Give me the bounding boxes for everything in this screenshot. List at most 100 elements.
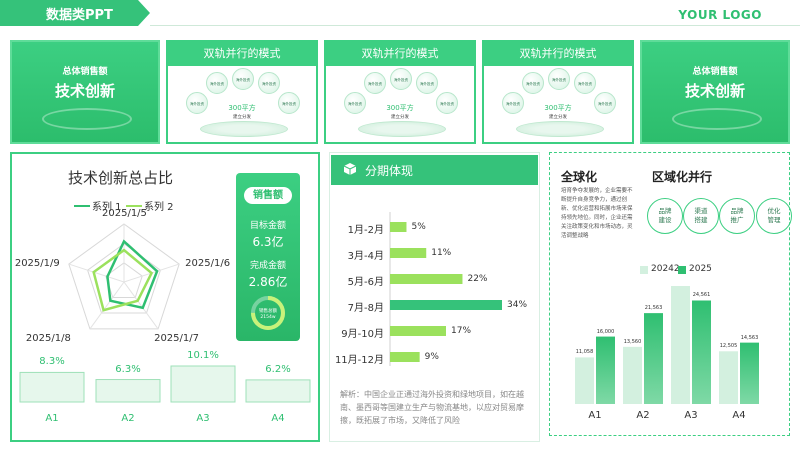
- mode-card-title: 双轨并行的模式: [484, 42, 632, 66]
- mode-bubble: 海外投资: [232, 68, 254, 90]
- legend-label-2025: 2025: [689, 264, 712, 274]
- feature-circle-label: 品牌 推广: [730, 207, 744, 224]
- mode-bubble: 海外投资: [364, 72, 386, 94]
- mode-bubble: 海外投资: [186, 92, 208, 114]
- radar-axis-label: 2025/1/6: [185, 258, 231, 270]
- percent-bar-category: A2: [121, 413, 135, 424]
- mode-center-sub: 建立分发: [549, 115, 567, 120]
- vbar-value: 13,560: [623, 338, 642, 345]
- mode-card: 双轨并行的模式 海外投资 海外投资 海外投资 海外投资 海外投资 300平方 建立分发: [324, 40, 476, 144]
- vbar-value: 16,000: [596, 328, 615, 335]
- left-panel-title: 技术创新总占比: [68, 169, 174, 187]
- summary-card-main: 技术创新: [54, 82, 115, 100]
- vbar-category: A2: [636, 410, 650, 421]
- hbar-value: 17%: [451, 326, 472, 336]
- mode-bubble: 海外投资: [258, 72, 280, 94]
- feature-circle: 品牌 建设: [647, 198, 683, 234]
- feature-circle: 渠道 搭建: [683, 198, 719, 234]
- hbar-value: 22%: [467, 274, 488, 284]
- done-value: 2.86亿: [248, 275, 288, 289]
- percent-bar: [170, 365, 236, 403]
- mode-bubble: 海外投资: [436, 92, 458, 114]
- right-title-right: 区域化并行: [652, 170, 713, 184]
- mode-bubble: 海外投资: [344, 92, 366, 114]
- vbar-20242: [623, 346, 642, 404]
- ring-value: 2154w: [260, 315, 276, 320]
- legend-swatch-series2: [126, 205, 142, 207]
- percent-bar-category: A3: [196, 413, 210, 424]
- summary-card-right: 总体销售额 技术创新: [640, 40, 790, 144]
- decor-ring: [672, 108, 762, 130]
- hbar-value: 34%: [507, 300, 528, 310]
- vbar-value: 24,561: [692, 292, 711, 299]
- legend-label-20242: 20242: [651, 264, 680, 274]
- right-paragraph: 培育争夺发展的，企业需要不断提升自身竞争力，通过创新、优化运营和拓展市场来保持领…: [561, 188, 633, 239]
- ring-fill: [251, 296, 285, 330]
- mode-bubble: 海外投资: [416, 72, 438, 94]
- percent-bar-category: A4: [271, 413, 285, 424]
- hbar: [390, 300, 502, 310]
- hbar-category: 1月-2月: [347, 225, 384, 236]
- hbar: [390, 352, 420, 362]
- mode-center-sub: 建立分发: [233, 115, 251, 120]
- hbar-category: 5月-6月: [347, 277, 384, 288]
- header-banner: [0, 0, 150, 26]
- summary-card-left: 总体销售额 技术创新: [10, 40, 160, 144]
- box-icon: [343, 163, 357, 175]
- radar-spoke: [123, 281, 159, 330]
- summary-card-sub: 总体销售额: [692, 67, 738, 77]
- vbar-value: 21,563: [644, 305, 663, 312]
- feature-circle: 品牌 推广: [719, 198, 755, 234]
- progress-ring: [251, 296, 285, 330]
- radar-series-2: [92, 248, 154, 312]
- mode-bubble: 海外投资: [390, 68, 412, 90]
- feature-circle-label: 优化 管理: [767, 207, 781, 224]
- header-divider: [150, 25, 800, 26]
- vbar-category: A1: [588, 410, 602, 421]
- radar-axis-label: 2025/1/9: [14, 258, 60, 270]
- ring-label: 销售总额: [259, 309, 277, 314]
- hbar: [390, 274, 463, 284]
- mode-bubble: 海外投资: [574, 72, 596, 94]
- analysis-text: 解析：中国企业正通过海外投资和绿地项目，如在越南、墨西哥等国建立生产与物流基地，…: [340, 390, 524, 425]
- hbar: [390, 222, 407, 232]
- vbar-value: 12,505: [719, 343, 738, 350]
- logo: YOUR LOGO: [678, 8, 762, 22]
- legend-swatch-2025: [678, 266, 686, 274]
- hbar-category: 9月-10月: [341, 329, 384, 340]
- vbar-2025: [740, 342, 759, 404]
- legend-swatch-20242: [640, 266, 648, 274]
- vbar-value: 11,058: [575, 349, 594, 356]
- mode-card: 双轨并行的模式 海外投资 海外投资 海外投资 海外投资 海外投资 300平方 建立分发: [166, 40, 318, 144]
- legend-label-series1: 系列 1: [92, 202, 122, 213]
- radar-spoke: [89, 281, 125, 330]
- radar-spoke: [68, 263, 125, 283]
- percent-bar-value: 6.2%: [265, 363, 291, 375]
- percent-bar: [245, 379, 311, 403]
- mode-card: 双轨并行的模式 海外投资 海外投资 海外投资 海外投资 海外投资 300平方 建立分发: [482, 40, 634, 144]
- hbar-category: 3月-4月: [347, 251, 384, 262]
- right-title-left: 全球化: [561, 170, 598, 184]
- mode-card-title: 双轨并行的模式: [326, 42, 474, 66]
- vbar-2025: [596, 336, 615, 404]
- middle-panel-title: 分期体现: [365, 164, 414, 178]
- vbar-2025: [692, 300, 711, 404]
- percent-bar-category: A1: [45, 413, 59, 424]
- mode-plate: [358, 121, 446, 137]
- percent-bar: [19, 371, 85, 403]
- vbar-category: A4: [732, 410, 746, 421]
- mode-center-text: 300平方: [386, 104, 414, 112]
- vbar-20242: [671, 286, 690, 404]
- legend-swatch-series1: [74, 205, 90, 207]
- target-label: 目标金额: [249, 221, 286, 231]
- hbar-category: 11月-12月: [334, 355, 384, 366]
- percent-bar-value: 10.1%: [187, 350, 219, 361]
- summary-card-sub: 总体销售额: [62, 67, 108, 77]
- hbar-value: 9%: [424, 352, 439, 362]
- mode-bubble: 海外投资: [278, 92, 300, 114]
- hbar: [390, 326, 446, 336]
- hbar-value: 11%: [431, 248, 452, 258]
